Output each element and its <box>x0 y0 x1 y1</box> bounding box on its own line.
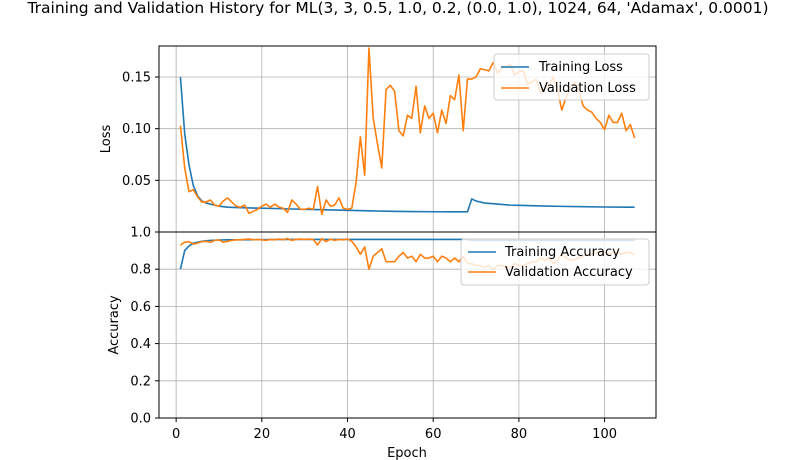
accuracy-ytick-label-3: 0.6 <box>130 300 151 315</box>
loss-y-ticks: 0.05 0.10 0.15 <box>122 71 159 189</box>
x-axis-ticks: 0 20 40 60 80 100 <box>172 418 617 442</box>
xtick-label-40: 40 <box>339 427 356 442</box>
accuracy-ytick-label-1: 0.2 <box>130 374 151 389</box>
accuracy-ytick-label-5: 1.0 <box>130 226 151 241</box>
legend-label-validation-loss: Validation Loss <box>539 81 636 96</box>
chart-title: Training and Validation History for ML(3… <box>26 0 768 17</box>
series-line-training-loss <box>179 76 635 213</box>
accuracy-y-ticks: 0.0 0.2 0.4 0.6 0.8 1.0 <box>130 226 159 427</box>
x-axis-label: Epoch <box>387 446 427 460</box>
loss-ytick-label-0: 0.05 <box>122 174 151 189</box>
accuracy-ytick-label-2: 0.4 <box>130 337 151 352</box>
legend-label-training-accuracy: Training Accuracy <box>504 245 620 260</box>
xtick-label-20: 20 <box>254 427 271 442</box>
xtick-label-60: 60 <box>425 427 442 442</box>
accuracy-y-axis-label: Accuracy <box>107 295 122 355</box>
loss-ytick-label-2: 0.15 <box>122 71 151 86</box>
accuracy-legend-box <box>460 238 650 286</box>
xtick-label-100: 100 <box>592 427 617 442</box>
accuracy-subplot: 0.0 0.2 0.4 0.6 0.8 1.0 Accuracy Training Acc… <box>107 226 657 427</box>
legend-label-training-loss: Training Loss <box>538 60 623 75</box>
loss-legend-box <box>493 53 650 101</box>
loss-y-axis-label: Loss <box>99 125 114 154</box>
loss-legend: Training Loss Validation Loss <box>493 53 650 101</box>
accuracy-ytick-label-4: 0.8 <box>130 263 151 278</box>
accuracy-legend: Training Accuracy Validation Accuracy <box>460 238 650 286</box>
loss-subplot: 0.05 0.10 0.15 Loss Training Loss Validati… <box>99 45 657 233</box>
loss-ytick-label-1: 0.10 <box>122 122 151 137</box>
legend-label-validation-accuracy: Validation Accuracy <box>505 265 633 280</box>
accuracy-ytick-label-0: 0.0 <box>130 412 151 427</box>
xtick-label-80: 80 <box>511 427 528 442</box>
accuracy-axes-frame <box>158 231 657 419</box>
xtick-label-0: 0 <box>172 427 180 442</box>
